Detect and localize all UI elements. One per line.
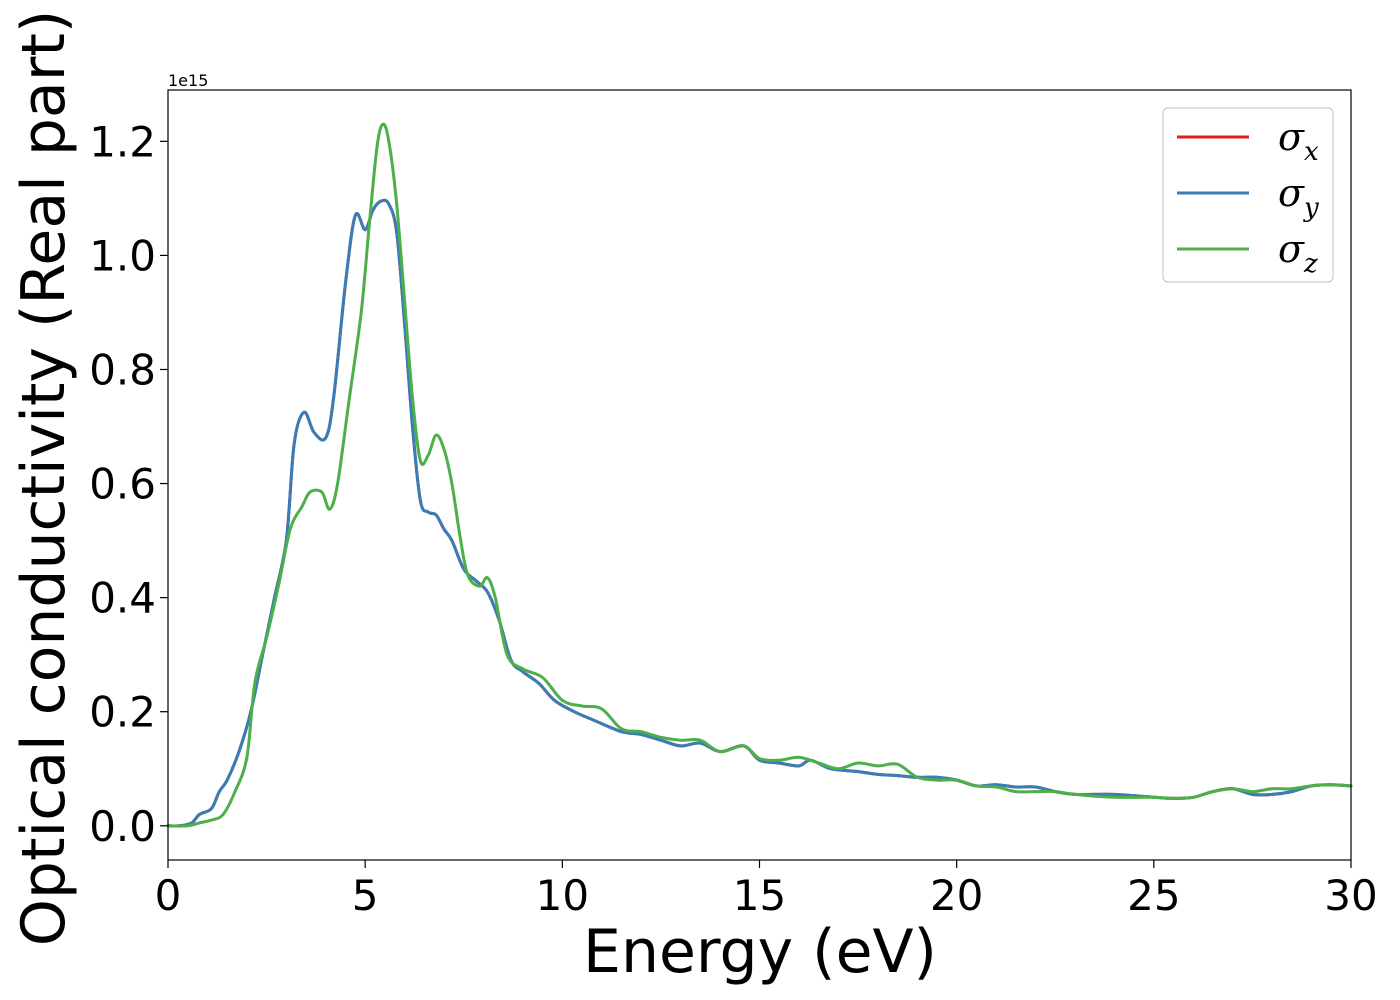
legend-box (1162, 107, 1334, 283)
series-line-z (166, 122, 1353, 828)
x-tick-label: 30 (1324, 871, 1377, 920)
y-axis: 0.0 0.2 0.4 0.6 0.8 1.0 1.2 (89, 117, 168, 851)
x-tick-label: 5 (352, 871, 379, 920)
x-axis-title: Energy (eV) (583, 917, 937, 987)
y-tick-label: 0.8 (89, 345, 156, 394)
y-tick-label: 1.2 (89, 117, 156, 166)
y-tick-label: 1.0 (89, 231, 156, 280)
x-tick-label: 10 (536, 871, 589, 920)
y-tick-label: 0.6 (89, 460, 156, 509)
x-tick-label: 25 (1127, 871, 1180, 920)
y-offset-label: 1e15 (168, 71, 208, 90)
legend-label-x: σx (1278, 115, 1319, 167)
legend-label-z: σz (1278, 227, 1318, 279)
x-tick-label: 15 (733, 871, 786, 920)
y-tick-label: 0.4 (89, 574, 156, 623)
x-axis: 0 5 10 15 20 25 30 (155, 860, 1378, 920)
series-layer (166, 122, 1353, 828)
x-tick-label: 0 (155, 871, 182, 920)
x-tick-label: 20 (930, 871, 983, 920)
y-tick-label: 0.2 (89, 688, 156, 737)
legend-label-y: σy (1278, 171, 1319, 223)
y-tick-label: 0.0 (89, 802, 156, 851)
y-axis-title: Optical conductivity (Real part) (9, 10, 79, 947)
